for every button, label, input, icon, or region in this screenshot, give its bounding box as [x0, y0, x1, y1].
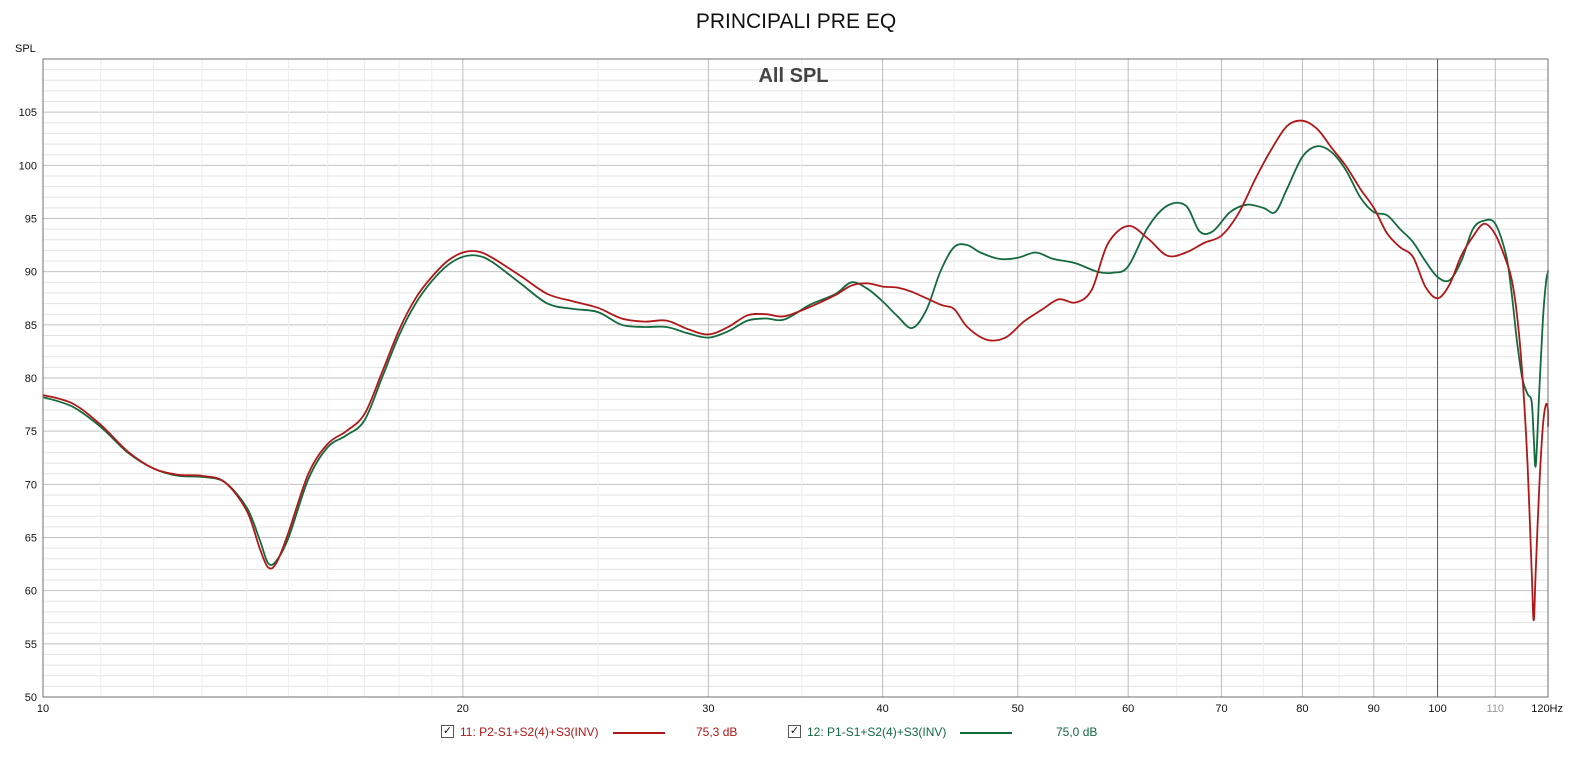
- x-tick-label: 40: [876, 703, 888, 715]
- x-tick-label: 20: [457, 703, 469, 715]
- y-tick-label: 50: [25, 692, 37, 704]
- chart-subtitle: All SPL: [758, 65, 828, 87]
- legend-label: 12: P1-S1+S2(4)+S3(INV): [807, 725, 947, 739]
- x-tick-label: 10: [37, 703, 49, 715]
- y-tick-label: 75: [25, 426, 37, 438]
- chart-title: PRINCIPALI PRE EQ: [695, 10, 897, 33]
- y-tick-label: 80: [25, 373, 37, 385]
- y-tick-label: 60: [25, 586, 37, 598]
- x-tick-label: 100: [1428, 703, 1446, 715]
- y-tick-label: 100: [19, 160, 37, 172]
- plot-frame: [42, 58, 1549, 698]
- series-line-12: [42, 145, 1550, 566]
- legend-level: 75,0 dB: [1056, 725, 1098, 739]
- y-tick-label: 70: [25, 479, 37, 491]
- x-tick-label: 70: [1215, 703, 1227, 715]
- legend: ✓ 11: P2-S1+S2(4)+S3(INV) 75,3 dB ✓ 12: …: [0, 724, 1592, 744]
- grid: [43, 59, 1548, 697]
- series-line-11: [42, 119, 1550, 622]
- x-tick-label: 110: [1487, 703, 1505, 715]
- y-tick-label: 85: [25, 320, 37, 332]
- series-lines: [42, 119, 1550, 622]
- axis-ticks: 50 55 60 65 70 75 80 85 90 95 100 105 10 20 30 40 50 60 70…: [19, 107, 1563, 715]
- x-tick-label: 90: [1368, 703, 1380, 715]
- y-tick-label: 90: [25, 267, 37, 279]
- legend-level: 75,3 dB: [696, 725, 738, 739]
- legend-label: 11: P2-S1+S2(4)+S3(INV): [460, 725, 599, 739]
- y-tick-label: 105: [19, 107, 37, 119]
- x-tick-label: 30: [702, 703, 714, 715]
- x-tick-label: 50: [1012, 703, 1024, 715]
- y-axis-label: SPL: [15, 43, 36, 55]
- y-tick-label: 95: [25, 214, 37, 226]
- legend-line-swatch: [613, 732, 665, 734]
- x-tick-label: 60: [1122, 703, 1134, 715]
- y-tick-label: 55: [25, 639, 37, 651]
- x-tick-label: 120Hz: [1531, 703, 1563, 715]
- x-tick-label: 80: [1296, 703, 1308, 715]
- y-tick-label: 65: [25, 533, 37, 545]
- legend-line-swatch: [960, 732, 1012, 734]
- legend-checkbox-series-12[interactable]: ✓: [788, 725, 801, 738]
- legend-checkbox-series-11[interactable]: ✓: [441, 725, 454, 738]
